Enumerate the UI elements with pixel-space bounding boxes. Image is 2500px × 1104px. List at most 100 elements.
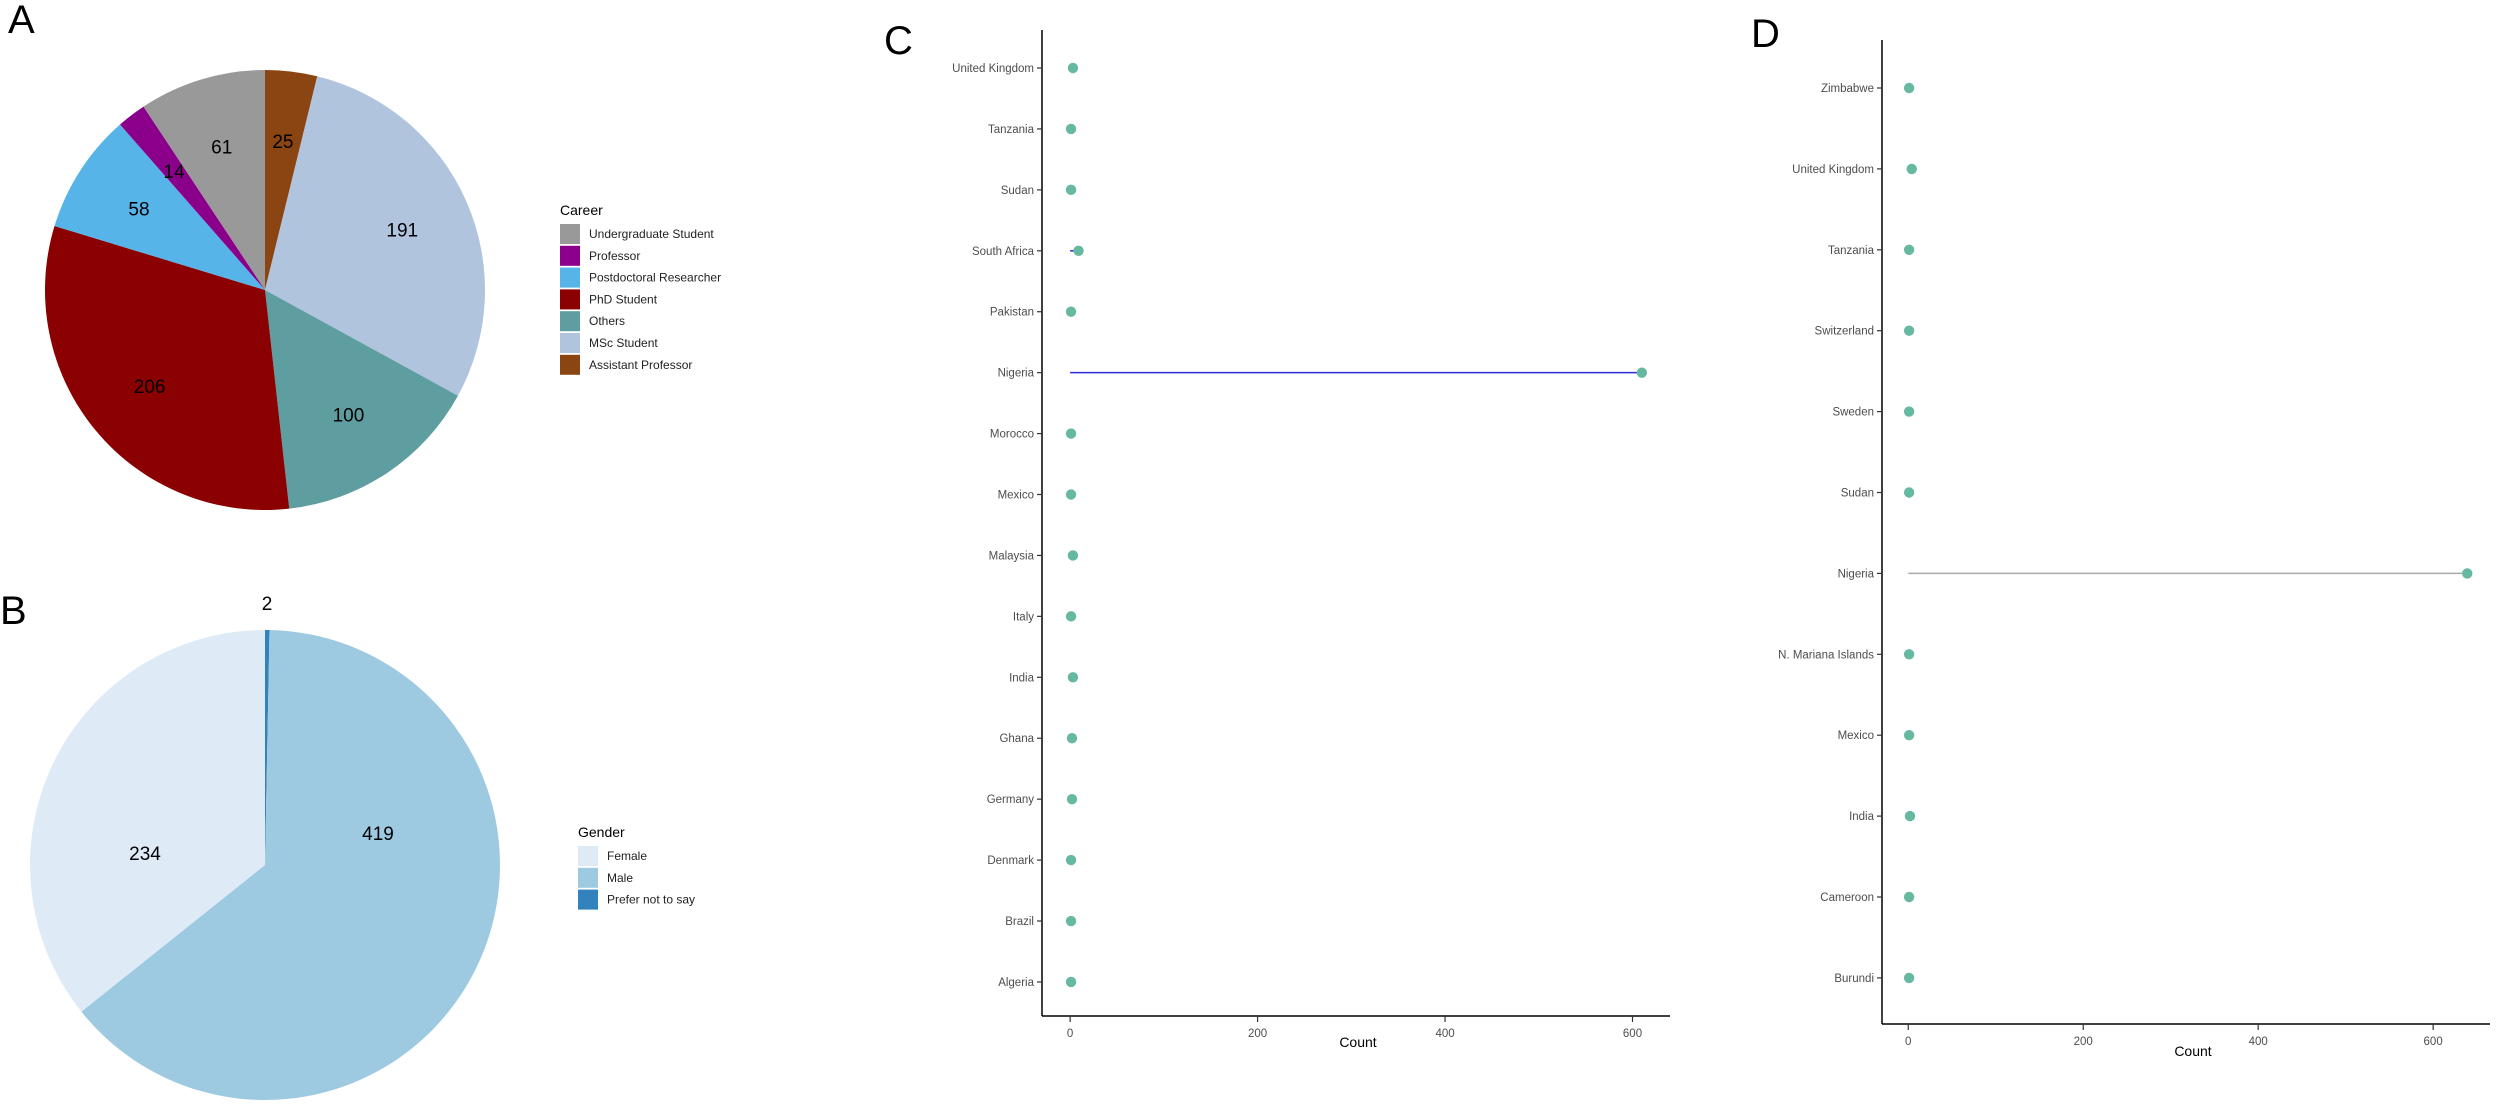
career-legend-key-professor <box>560 245 580 266</box>
d-point-cameroon <box>1903 891 1915 903</box>
c-y-tick-label-denmark: Denmark <box>987 855 1034 867</box>
d-y-tick-label-united-kingdom: United Kingdom <box>1792 164 1874 176</box>
gender-legend-key-prefer-not-to-say <box>578 889 598 910</box>
c-y-tick-label-mexico: Mexico <box>998 490 1034 502</box>
d-y-tick-label-n-mariana-islands: N. Mariana Islands <box>1778 649 1874 661</box>
d-point-sweden <box>1903 406 1915 417</box>
career-slice-label-professor: 14 <box>163 162 185 183</box>
c-x-tick-label-200: 200 <box>1248 1028 1267 1040</box>
country-lollipop-chart-d: Count 0 200 400 600 Zimbabwe United Kingdom Ta… <box>1778 40 2490 1059</box>
country-lollipop-chart-c: Count 0 200 400 600 United Kingdom Tanzania Su… <box>952 30 1670 1050</box>
panel-c-letter: C <box>884 19 913 63</box>
c-x-tick-label-400: 400 <box>1435 1028 1454 1040</box>
gender-slice-male <box>81 630 501 1100</box>
c-point-algeria <box>1065 976 1077 988</box>
panel-b-letter: B <box>0 589 27 633</box>
d-point-n-mariana-islands <box>1903 649 1915 660</box>
career-slice-label-msc-student: 191 <box>386 221 418 242</box>
c-point-south-africa <box>1073 245 1084 256</box>
d-y-tick-label-nigeria: Nigeria <box>1838 568 1875 580</box>
c-point-india <box>1067 672 1079 683</box>
career-slice-postdoctoral-researcher <box>54 124 266 290</box>
c-point-morocco <box>1065 428 1077 439</box>
c-point-italy <box>1065 611 1077 622</box>
d-point-switzerland <box>1903 325 1915 336</box>
career-slice-assistant-professor <box>265 70 318 290</box>
gender-slice-prefer-not-to-say <box>265 630 270 865</box>
d-y-tick-label-switzerland: Switzerland <box>1815 326 1874 338</box>
d-y-tick-label-sweden: Sweden <box>1832 407 1874 419</box>
c-y-tick-label-algeria: Algeria <box>998 977 1034 989</box>
career-slice-undergraduate-student <box>143 70 265 290</box>
c-y-tick-label-brazil: Brazil <box>1005 916 1034 928</box>
d-point-nigeria <box>2462 568 2473 579</box>
c-point-nigeria <box>1636 367 1648 378</box>
d-point-tanzania <box>1903 244 1915 255</box>
gender-legend-label-male: Male <box>607 871 633 885</box>
career-slice-label-others: 100 <box>333 406 365 427</box>
panel-d-letter: D <box>1751 12 1780 56</box>
career-pie-chart: 25 191 100 206 58 14 61 <box>45 70 486 511</box>
career-legend-label-phd-student: PhD Student <box>589 292 658 306</box>
c-y-tick-label-pakistan: Pakistan <box>990 307 1034 319</box>
c-y-tick-label-nigeria: Nigeria <box>998 368 1035 380</box>
d-point-burundi <box>1903 972 1915 984</box>
c-y-tick-label-tanzania: Tanzania <box>988 124 1035 136</box>
d-x-tick-label-600: 600 <box>2424 1036 2443 1048</box>
career-legend-title: Career <box>560 202 603 218</box>
c-point-denmark <box>1065 854 1077 866</box>
career-legend-label-professor: Professor <box>589 249 640 263</box>
career-legend-key-undergraduate-student <box>560 224 580 244</box>
c-point-tanzania <box>1065 123 1077 135</box>
c-point-germany <box>1066 793 1078 805</box>
d-y-tick-label-mexico: Mexico <box>1838 730 1874 742</box>
career-legend-key-others <box>560 311 580 332</box>
c-x-tick-label-0: 0 <box>1067 1028 1073 1040</box>
gender-legend-label-prefer-not-to-say: Prefer not to say <box>607 893 695 907</box>
career-slice-label-undergraduate-student: 61 <box>211 137 232 158</box>
d-point-india <box>1904 810 1916 822</box>
d-x-tick-label-0: 0 <box>1905 1036 1911 1048</box>
gender-legend-label-female: Female <box>607 849 647 863</box>
c-y-tick-label-malaysia: Malaysia <box>989 550 1035 562</box>
c-y-tick-label-south-africa: South Africa <box>972 246 1035 258</box>
c-point-mexico <box>1065 489 1077 500</box>
career-legend: Career Undergraduate Student Professor Pos… <box>560 202 721 375</box>
d-y-tick-label-sudan: Sudan <box>1841 488 1874 500</box>
career-slice-others <box>265 290 458 509</box>
c-point-malaysia <box>1067 550 1079 561</box>
career-legend-label-others: Others <box>589 314 625 328</box>
c-point-ghana <box>1066 733 1078 744</box>
career-legend-label-msc-student: MSc Student <box>589 336 658 350</box>
d-y-tick-label-zimbabwe: Zimbabwe <box>1821 83 1874 95</box>
gender-pie-chart: 2 419 234 <box>30 594 501 1100</box>
career-slice-phd-student <box>45 226 290 511</box>
x-axis-title-c: Count <box>1339 1034 1376 1050</box>
career-legend-label-undergraduate-student: Undergraduate Student <box>589 227 714 241</box>
career-legend-key-phd-student <box>560 289 580 310</box>
c-y-tick-label-italy: Italy <box>1013 611 1034 623</box>
gender-slice-label-male: 419 <box>362 824 394 845</box>
d-y-tick-label-india: India <box>1849 811 1875 823</box>
c-point-sudan <box>1065 184 1077 196</box>
career-legend-key-msc-student <box>560 333 580 353</box>
d-point-sudan <box>1903 487 1915 498</box>
gender-legend-title: Gender <box>578 824 625 840</box>
career-legend-key-postdoctoral-researcher <box>560 267 580 288</box>
career-legend-label-postdoctoral-researcher: Postdoctoral Researcher <box>589 271 721 285</box>
gender-legend-key-male <box>578 867 598 888</box>
d-y-tick-label-cameroon: Cameroon <box>1820 892 1874 904</box>
c-y-tick-label-india: India <box>1009 672 1035 684</box>
career-slice-label-phd-student: 206 <box>134 377 166 398</box>
career-legend-label-assistant-professor: Assistant Professor <box>589 358 692 372</box>
career-legend-key-assistant-professor <box>560 354 580 375</box>
d-y-tick-label-tanzania: Tanzania <box>1828 245 1875 257</box>
gender-slice-label-prefer-not-to-say: 2 <box>262 594 273 615</box>
career-slice-professor <box>120 106 265 290</box>
d-point-mexico <box>1903 730 1915 741</box>
gender-legend-key-female <box>578 846 598 866</box>
c-y-tick-label-morocco: Morocco <box>990 429 1034 441</box>
career-slice-label-postdoctoral-researcher: 58 <box>128 200 149 221</box>
c-point-united-kingdom <box>1067 62 1079 74</box>
